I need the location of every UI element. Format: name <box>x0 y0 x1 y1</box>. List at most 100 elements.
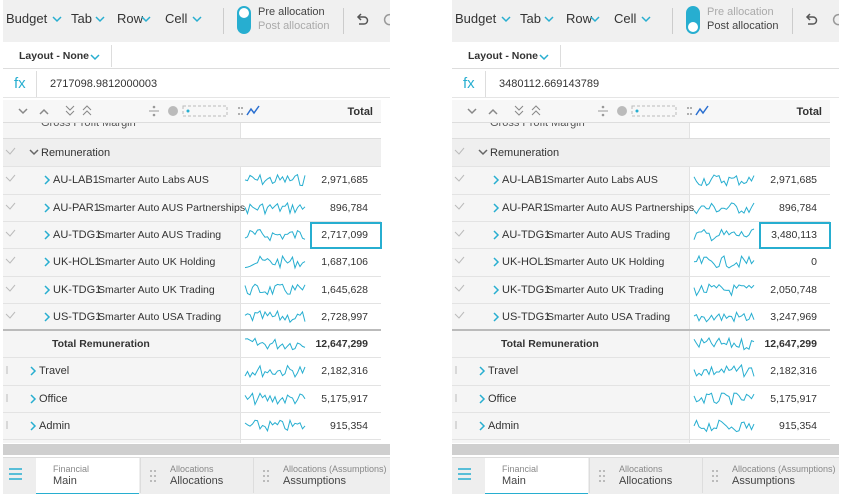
sparkline <box>244 173 306 187</box>
layout-select[interactable]: Layout - None <box>19 50 89 62</box>
menu[interactable]: Cell <box>614 11 637 26</box>
chevron <box>493 230 500 240</box>
chevron <box>192 16 202 23</box>
row-name: Smarter Auto USA Trading <box>98 310 222 323</box>
sparkline <box>244 309 306 323</box>
tab-title[interactable]: Allocations <box>170 464 214 474</box>
separator <box>36 71 37 97</box>
group-label: Remuneration <box>41 147 111 159</box>
toggle-label[interactable]: Post allocation <box>707 20 779 32</box>
tab[interactable] <box>485 458 588 494</box>
sparkline <box>693 228 755 242</box>
separator <box>223 8 224 34</box>
row-total: 896,784 <box>330 201 368 214</box>
toggle-label[interactable]: Post allocation <box>258 20 330 32</box>
sparkline <box>244 283 306 296</box>
total-row <box>3 329 381 332</box>
drag-handle <box>5 229 16 237</box>
menu-icon <box>9 468 22 480</box>
row-line <box>452 412 830 413</box>
section-label: Office <box>488 392 517 405</box>
chevron <box>544 16 554 23</box>
menu[interactable]: Budget <box>455 11 497 26</box>
row-code: AU-LAB1 <box>53 174 99 187</box>
chevron <box>30 366 37 376</box>
sparkline <box>693 336 755 351</box>
tab-name[interactable]: Assumptions <box>283 475 346 487</box>
separator <box>343 8 344 34</box>
toggle-label[interactable]: Pre allocation <box>707 6 774 18</box>
menu[interactable]: Row <box>566 11 593 26</box>
scrollbar <box>452 444 839 455</box>
drag-handle <box>5 256 16 264</box>
grip-icon <box>599 470 605 482</box>
menu[interactable]: Row <box>117 11 144 26</box>
expand-icons <box>514 105 541 116</box>
tab-title[interactable]: Allocations <box>619 464 663 474</box>
menu[interactable]: Tab <box>520 11 541 26</box>
tab-name[interactable]: Assumptions <box>732 475 795 487</box>
row-line <box>452 439 830 441</box>
row-code: AU-LAB1 <box>502 174 548 187</box>
tab[interactable] <box>589 458 702 493</box>
row-total: 2,050,748 <box>770 283 817 296</box>
section-total: 5,175,917 <box>321 392 368 405</box>
tab-name[interactable]: Allocations <box>170 475 224 487</box>
row-name: Smarter Auto USA Trading <box>547 310 671 323</box>
row-total: 0 <box>811 256 817 269</box>
tab-name[interactable]: Allocations <box>619 475 673 487</box>
chevron <box>479 366 486 376</box>
fx-label: fx <box>463 75 475 92</box>
row-code: UK-TDG1 <box>53 283 102 296</box>
chevron <box>141 16 151 23</box>
redo-icon <box>383 13 390 26</box>
drag-handle <box>454 229 465 237</box>
tab-name[interactable]: Main <box>53 475 77 487</box>
row-line <box>3 220 381 222</box>
tab-name[interactable]: Main <box>502 475 526 487</box>
separator <box>560 45 561 67</box>
layout-select[interactable]: Layout - None <box>468 50 538 62</box>
tab[interactable] <box>140 458 253 493</box>
toggle-label[interactable]: Pre allocation <box>258 6 325 18</box>
row-line <box>452 166 830 168</box>
drag-handle <box>6 393 8 402</box>
row-line <box>452 220 830 222</box>
row-name: Smarter Auto UK Holding <box>98 256 216 269</box>
tab-title[interactable]: Allocations (Assumptions) <box>283 464 387 474</box>
row-name: Smarter Auto Labs AUS <box>547 174 658 187</box>
sparkline <box>244 337 306 351</box>
chevron <box>590 16 600 23</box>
tab-title[interactable]: Allocations (Assumptions) <box>732 464 836 474</box>
panel: Budget Tab Row Cell Pre allocation Post alloc… <box>452 0 839 494</box>
grip-icon <box>712 470 718 482</box>
sparkline <box>693 310 755 323</box>
row-code: UK-HOL1 <box>53 256 101 269</box>
menu[interactable]: Cell <box>165 11 188 26</box>
tab[interactable] <box>702 458 839 493</box>
row-code: AU-TDG1 <box>502 228 551 241</box>
row-line <box>3 193 381 195</box>
row-line <box>452 193 830 195</box>
section-total: 2,182,316 <box>321 365 368 378</box>
drag-handle <box>6 421 8 429</box>
formula-value: 2717098.9812000003 <box>50 78 158 90</box>
row-total: 3,247,969 <box>770 310 817 323</box>
drag-handle <box>454 284 465 292</box>
chevron <box>501 16 511 23</box>
tab-title[interactable]: Financial <box>502 464 539 474</box>
partial-row: Gross Profit Margin <box>490 117 585 129</box>
row-name: Smarter Auto AUS Partnerships <box>547 201 695 214</box>
menu[interactable]: Tab <box>71 11 92 26</box>
tab-title[interactable]: Financial <box>53 464 90 474</box>
drag-handle <box>455 421 457 429</box>
tab[interactable] <box>253 458 390 493</box>
row-name: Smarter Auto AUS Partnerships <box>98 201 246 214</box>
row-line <box>3 384 381 386</box>
menu[interactable]: Budget <box>6 11 48 26</box>
chevron <box>44 203 51 213</box>
chevron <box>39 108 49 115</box>
section-total: 915,354 <box>330 420 368 432</box>
chevron <box>479 394 486 404</box>
